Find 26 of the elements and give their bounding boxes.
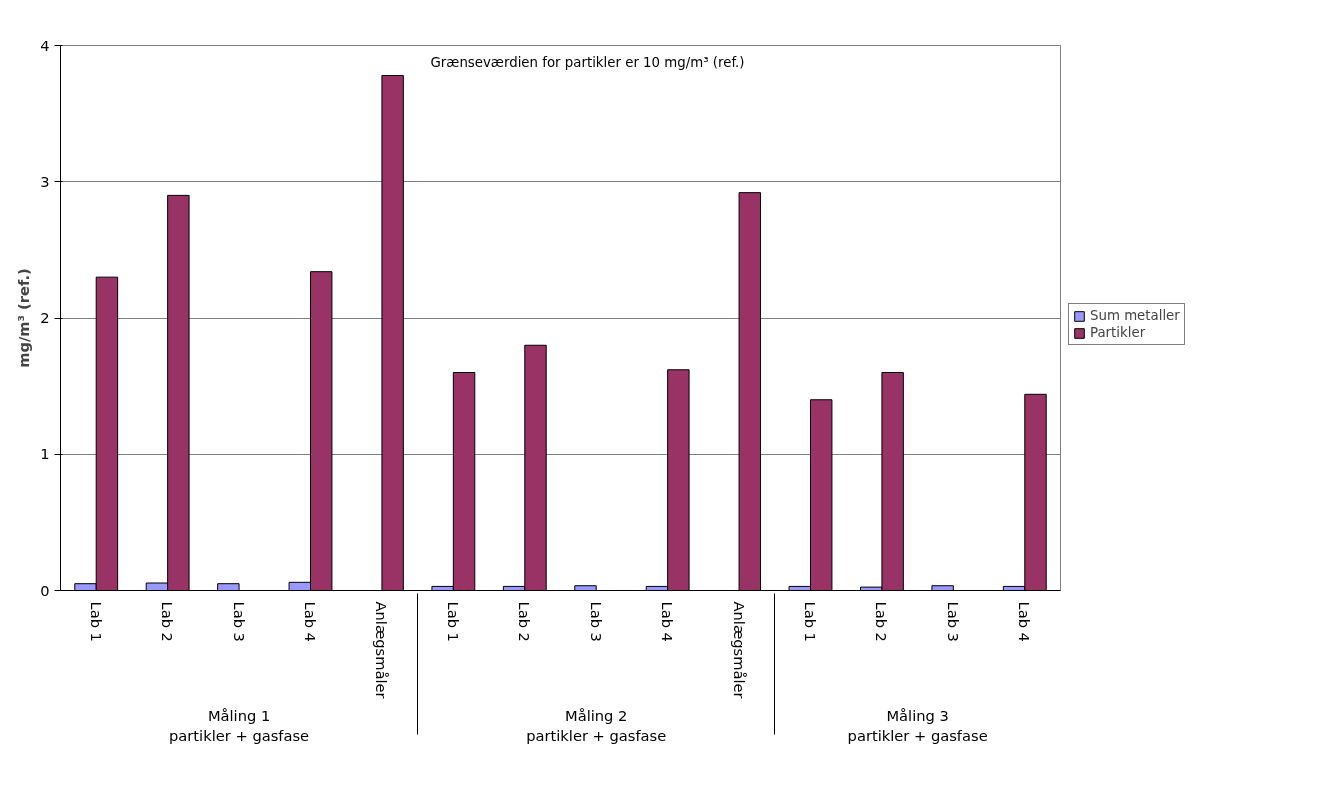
- x-tick-label: Lab 2: [873, 601, 891, 642]
- x-tick-label: Lab 2: [159, 601, 177, 642]
- x-tick-label: Lab 2: [516, 601, 534, 642]
- y-tick-label: 1: [40, 445, 50, 463]
- y-tick-label: 2: [40, 309, 50, 326]
- x-tick-label: Anlægsmåler: [373, 601, 391, 700]
- x-tick-label: Lab 4: [659, 601, 677, 642]
- x-tick-label: Lab 4: [302, 601, 319, 642]
- legend-label: Sum metaller: [1090, 308, 1180, 323]
- x-tick-label: Lab 3: [587, 601, 605, 642]
- y-tick-label: 3: [40, 172, 50, 190]
- x-tick-label: Lab 1: [802, 601, 819, 642]
- x-tick-label: Lab 1: [87, 601, 105, 642]
- legend-label: Partikler: [1090, 325, 1146, 340]
- x-tick-label: Lab 3: [230, 601, 248, 642]
- text: Måling 1 partikler + gasfase: [169, 706, 310, 744]
- x-tick-label: Lab 1: [444, 601, 462, 642]
- y-axis-title: mg/m³ (ref.): [15, 268, 33, 368]
- annotation: Grænseværdien for partikler er 10 mg/m³ (ref.): [430, 55, 745, 71]
- x-tick-label: Lab 3: [944, 601, 962, 642]
- text: Måling 2 partikler + gasfase: [526, 706, 667, 744]
- x-tick-label: Anlægsmåler: [730, 601, 748, 700]
- text: Måling 3 partikler + gasfase: [847, 706, 988, 744]
- y-tick-label: 0: [40, 581, 50, 599]
- x-tick-label: Lab 4: [1016, 601, 1034, 642]
- y-tick-label: 4: [40, 36, 50, 54]
